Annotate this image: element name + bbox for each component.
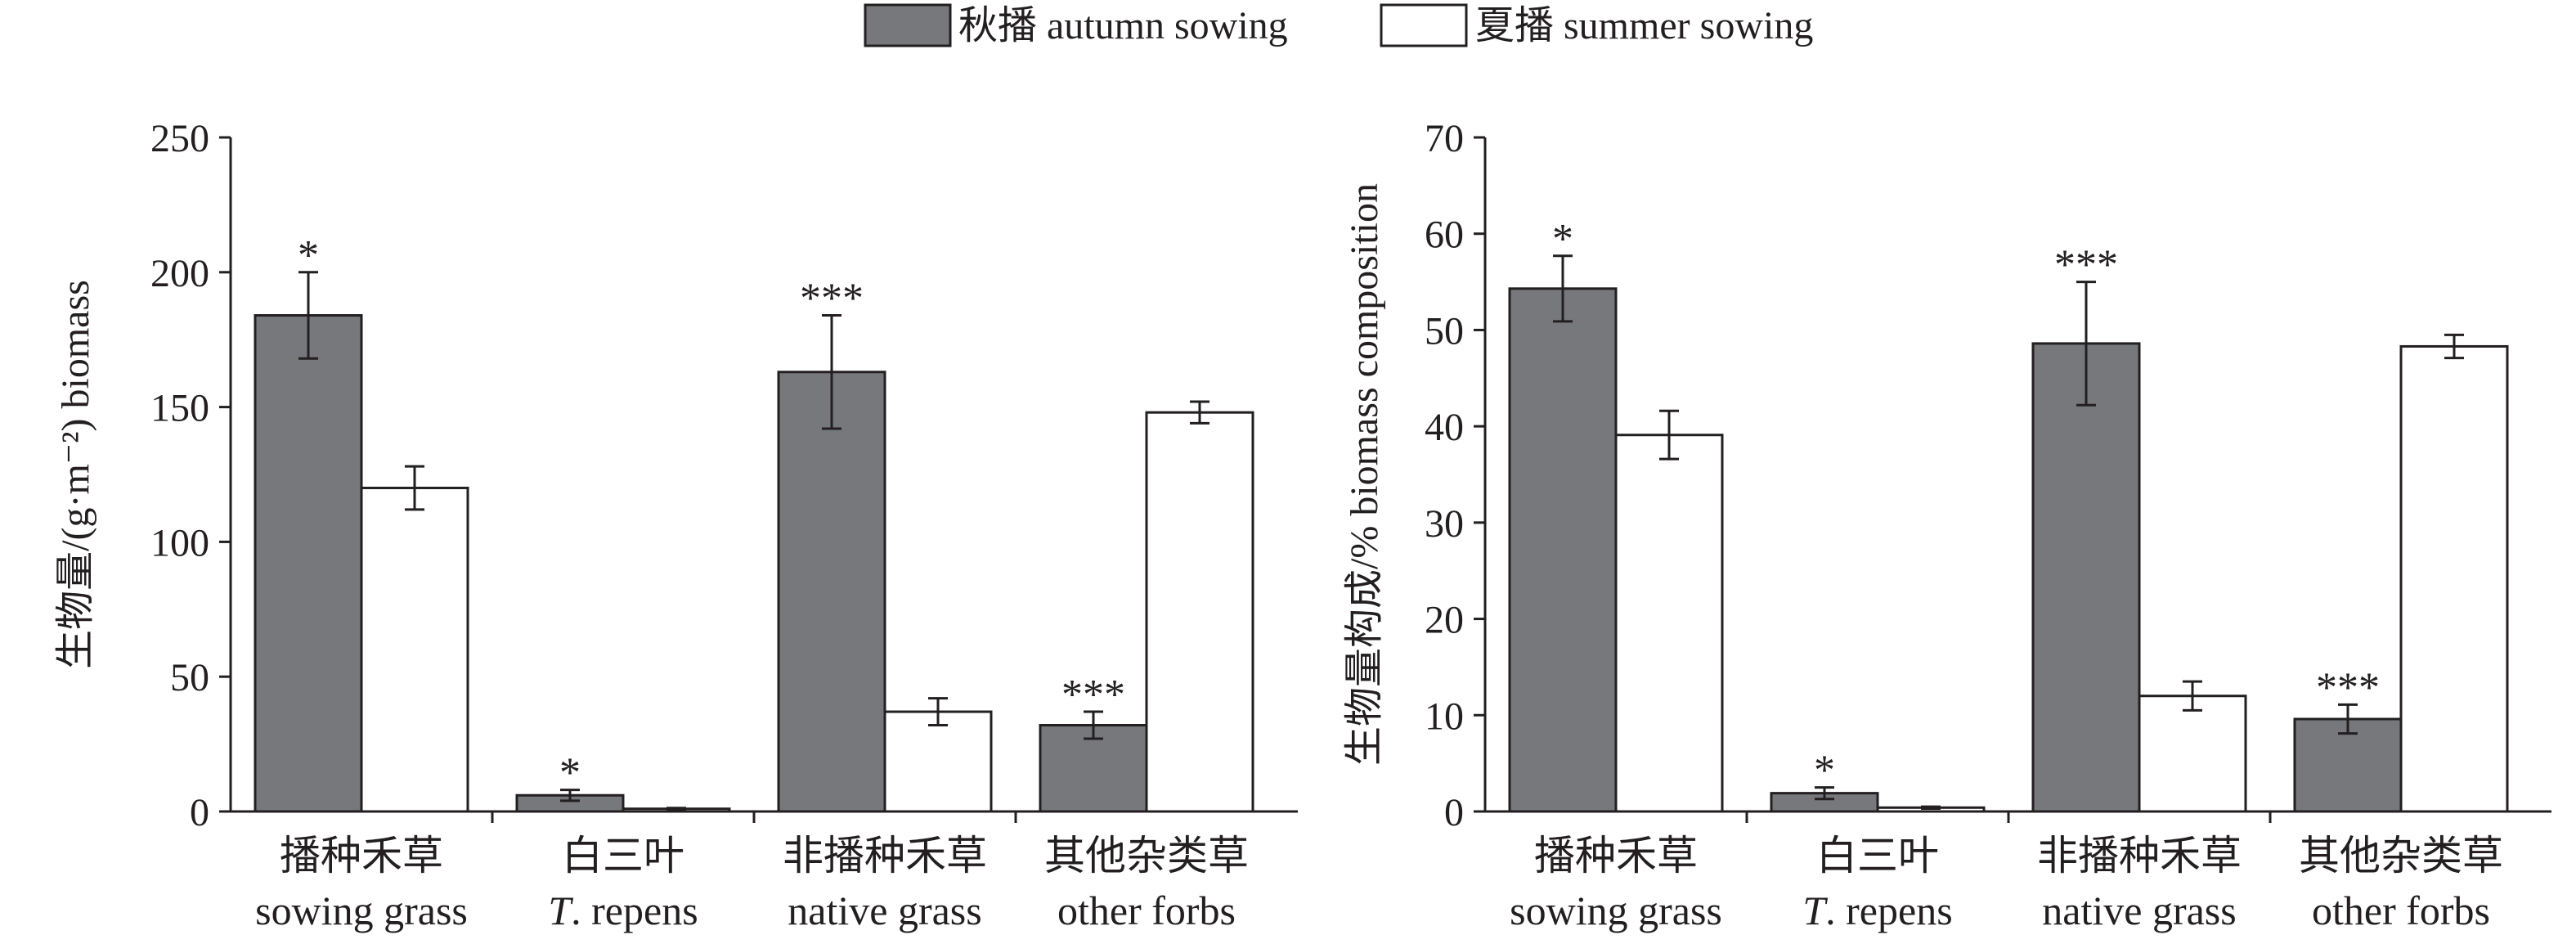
y-tick-label: 30 xyxy=(1425,502,1464,546)
category-label-en: other forbs xyxy=(1057,888,1236,933)
legend-swatch-summer xyxy=(1380,3,1468,47)
y-tick-label: 10 xyxy=(1425,695,1464,738)
y-tick-label: 250 xyxy=(150,117,209,160)
significance-marker: * xyxy=(1552,216,1573,263)
y-tick-label: 0 xyxy=(190,791,209,834)
category-label-zh: 白三叶 xyxy=(562,833,684,879)
y-axis-title: 生物量构成/% biomass composition xyxy=(1343,183,1386,766)
legend-item-summer: 夏播 summer sowing xyxy=(1380,3,1813,47)
bar-summer xyxy=(360,486,469,813)
bar-autumn xyxy=(2031,342,2141,813)
y-tick-label: 20 xyxy=(1425,599,1464,642)
significance-marker: *** xyxy=(2054,242,2118,289)
significance-marker: * xyxy=(559,750,581,797)
category-label-zh: 非播种禾草 xyxy=(2037,833,2242,879)
bar-autumn xyxy=(1508,287,1618,813)
significance-marker: *** xyxy=(2316,664,2380,711)
category-label-zh: 非播种禾草 xyxy=(783,833,987,879)
legend-label-autumn: 秋播 autumn sowing xyxy=(958,4,1288,47)
y-tick-label: 0 xyxy=(1444,791,1464,834)
bar-summer xyxy=(1614,434,1724,813)
y-tick-label: 70 xyxy=(1425,117,1464,160)
significance-marker: *** xyxy=(800,276,864,322)
category-label-zh: 其他杂类草 xyxy=(1044,833,1249,879)
legend-swatch-autumn xyxy=(864,3,952,47)
category-label-zh: 播种禾草 xyxy=(1534,833,1698,879)
bar-summer xyxy=(2399,344,2509,813)
category-label-en: native grass xyxy=(2042,888,2236,933)
y-tick-label: 50 xyxy=(170,656,209,699)
legend-label-summer: 夏播 summer sowing xyxy=(1475,4,1813,47)
y-axis-title: 生物量/(g·m⁻²) biomass xyxy=(54,280,97,669)
category-label-en: native grass xyxy=(788,888,981,933)
category-label-en: sowing grass xyxy=(1510,888,1722,933)
significance-marker: *** xyxy=(1061,672,1125,718)
y-tick-label: 100 xyxy=(150,521,209,564)
y-tick-label: 40 xyxy=(1425,406,1464,449)
legend-item-autumn: 秋播 autumn sowing xyxy=(864,3,1288,47)
category-label-zh: 播种禾草 xyxy=(280,833,443,879)
y-tick-label: 60 xyxy=(1425,214,1464,257)
category-label-en: sowing grass xyxy=(255,888,468,933)
chart-biomass: 0 50 100 150 200 250 生物量/(g·m⁻²) biomass * 播种禾草 s… xyxy=(54,117,1298,933)
category-label-en: other forbs xyxy=(2312,888,2490,933)
y-tick-label: 200 xyxy=(150,252,209,295)
bar-autumn xyxy=(254,314,363,813)
bar-summer xyxy=(1145,411,1254,813)
y-tick-label: 50 xyxy=(1425,309,1464,353)
category-label-zh: 白三叶 xyxy=(1816,833,1939,879)
bar-summer xyxy=(883,710,993,813)
significance-marker: * xyxy=(298,232,319,279)
category-label-en: T. repens xyxy=(1802,888,1952,933)
bar-summer xyxy=(2138,695,2247,813)
bar-autumn xyxy=(777,371,886,813)
chart-biomass-composition: 0 10 20 30 40 50 60 70 生物量构成/% biomass compositi… xyxy=(1343,117,2551,933)
significance-marker: * xyxy=(1814,748,1835,794)
y-tick-label: 150 xyxy=(150,387,209,430)
legend: 秋播 autumn sowing 夏播 summer sowing xyxy=(864,3,1813,47)
category-label-zh: 其他杂类草 xyxy=(2299,833,2503,879)
category-label-en: T. repens xyxy=(548,888,698,933)
